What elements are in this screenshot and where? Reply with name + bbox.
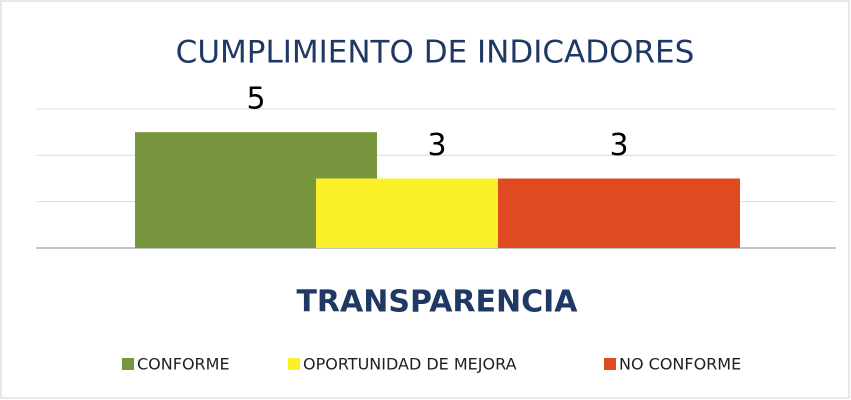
bar — [316, 178, 498, 248]
legend-label: CONFORME — [137, 355, 230, 374]
bar — [498, 178, 740, 248]
legend-label: NO CONFORME — [619, 355, 741, 374]
data-label: 3 — [427, 128, 446, 163]
legend-label: OPORTUNIDAD DE MEJORA — [303, 355, 517, 374]
chart-title: CUMPLIMIENTO DE INDICADORES — [176, 35, 695, 71]
data-label: 5 — [246, 82, 265, 117]
legend-swatch — [288, 358, 300, 370]
legend-swatch — [604, 358, 616, 370]
legend-swatch — [122, 358, 134, 370]
x-tick-label: TRANSPARENCIA — [296, 285, 578, 320]
data-label: 3 — [609, 128, 628, 163]
